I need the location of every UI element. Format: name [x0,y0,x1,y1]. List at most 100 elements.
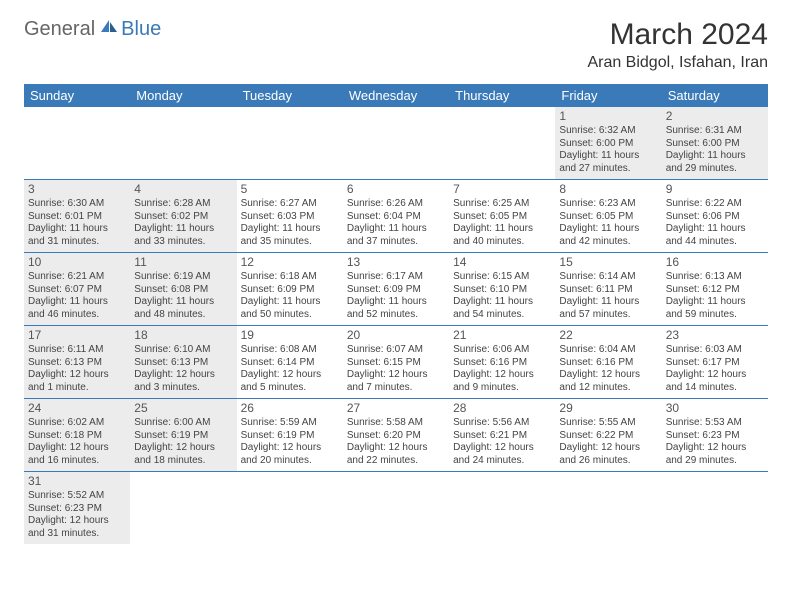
day-number: 23 [666,328,764,343]
sunset-text: Sunset: 6:15 PM [347,357,445,370]
day-number: 22 [559,328,657,343]
day-number: 14 [453,255,551,270]
sunrise-text: Sunrise: 6:18 AM [241,271,339,284]
sunrise-text: Sunrise: 6:11 AM [28,344,126,357]
calendar-row: 10Sunrise: 6:21 AMSunset: 6:07 PMDayligh… [24,253,768,326]
calendar-body: 1Sunrise: 6:32 AMSunset: 6:00 PMDaylight… [24,107,768,544]
logo-text-blue: Blue [121,18,161,41]
daylight-text: Daylight: 11 hours and 31 minutes. [28,223,126,248]
sunset-text: Sunset: 6:05 PM [453,211,551,224]
day-number: 10 [28,255,126,270]
calendar-cell: 16Sunrise: 6:13 AMSunset: 6:12 PMDayligh… [662,253,768,326]
daylight-text: Daylight: 11 hours and 29 minutes. [666,150,764,175]
day-number: 11 [134,255,232,270]
day-number: 12 [241,255,339,270]
sunrise-text: Sunrise: 6:10 AM [134,344,232,357]
calendar-cell: 5Sunrise: 6:27 AMSunset: 6:03 PMDaylight… [237,180,343,253]
sunset-text: Sunset: 6:10 PM [453,284,551,297]
sunset-text: Sunset: 6:16 PM [559,357,657,370]
daylight-text: Daylight: 11 hours and 33 minutes. [134,223,232,248]
calendar-cell: 31Sunrise: 5:52 AMSunset: 6:23 PMDayligh… [24,472,130,545]
sunset-text: Sunset: 6:00 PM [559,138,657,151]
calendar-cell: 17Sunrise: 6:11 AMSunset: 6:13 PMDayligh… [24,326,130,399]
sunrise-text: Sunrise: 6:08 AM [241,344,339,357]
calendar-cell: 20Sunrise: 6:07 AMSunset: 6:15 PMDayligh… [343,326,449,399]
daylight-text: Daylight: 12 hours and 14 minutes. [666,369,764,394]
calendar-cell: 19Sunrise: 6:08 AMSunset: 6:14 PMDayligh… [237,326,343,399]
calendar-cell: 2Sunrise: 6:31 AMSunset: 6:00 PMDaylight… [662,107,768,180]
daylight-text: Daylight: 11 hours and 44 minutes. [666,223,764,248]
daylight-text: Daylight: 12 hours and 18 minutes. [134,442,232,467]
day-number: 30 [666,401,764,416]
daylight-text: Daylight: 12 hours and 29 minutes. [666,442,764,467]
calendar-cell [449,107,555,180]
sunset-text: Sunset: 6:16 PM [453,357,551,370]
calendar-cell: 9Sunrise: 6:22 AMSunset: 6:06 PMDaylight… [662,180,768,253]
sunrise-text: Sunrise: 6:22 AM [666,198,764,211]
sunset-text: Sunset: 6:11 PM [559,284,657,297]
sunset-text: Sunset: 6:02 PM [134,211,232,224]
logo-text-general: General [24,18,95,41]
sunset-text: Sunset: 6:13 PM [28,357,126,370]
day-number: 19 [241,328,339,343]
calendar-row: 3Sunrise: 6:30 AMSunset: 6:01 PMDaylight… [24,180,768,253]
calendar-cell: 21Sunrise: 6:06 AMSunset: 6:16 PMDayligh… [449,326,555,399]
daylight-text: Daylight: 11 hours and 50 minutes. [241,296,339,321]
sunset-text: Sunset: 6:12 PM [666,284,764,297]
day-number: 18 [134,328,232,343]
day-number: 16 [666,255,764,270]
calendar-cell [237,107,343,180]
sunset-text: Sunset: 6:14 PM [241,357,339,370]
daylight-text: Daylight: 11 hours and 37 minutes. [347,223,445,248]
day-number: 7 [453,182,551,197]
calendar-table: SundayMondayTuesdayWednesdayThursdayFrid… [24,84,768,544]
sunrise-text: Sunrise: 6:31 AM [666,125,764,138]
daylight-text: Daylight: 11 hours and 52 minutes. [347,296,445,321]
calendar-cell [662,472,768,545]
calendar-cell: 7Sunrise: 6:25 AMSunset: 6:05 PMDaylight… [449,180,555,253]
calendar-cell [130,472,236,545]
sunrise-text: Sunrise: 6:03 AM [666,344,764,357]
daylight-text: Daylight: 12 hours and 20 minutes. [241,442,339,467]
day-number: 25 [134,401,232,416]
daylight-text: Daylight: 12 hours and 16 minutes. [28,442,126,467]
calendar-cell: 23Sunrise: 6:03 AMSunset: 6:17 PMDayligh… [662,326,768,399]
calendar-cell [24,107,130,180]
sunrise-text: Sunrise: 6:06 AM [453,344,551,357]
location-text: Aran Bidgol, Isfahan, Iran [587,54,768,72]
day-number: 26 [241,401,339,416]
calendar-cell: 28Sunrise: 5:56 AMSunset: 6:21 PMDayligh… [449,399,555,472]
weekday-header-row: SundayMondayTuesdayWednesdayThursdayFrid… [24,84,768,107]
daylight-text: Daylight: 12 hours and 12 minutes. [559,369,657,394]
sunrise-text: Sunrise: 6:30 AM [28,198,126,211]
day-number: 8 [559,182,657,197]
calendar-cell [343,472,449,545]
sunset-text: Sunset: 6:07 PM [28,284,126,297]
daylight-text: Daylight: 11 hours and 54 minutes. [453,296,551,321]
sunset-text: Sunset: 6:00 PM [666,138,764,151]
weekday-header: Tuesday [237,84,343,107]
sunset-text: Sunset: 6:06 PM [666,211,764,224]
sunrise-text: Sunrise: 6:13 AM [666,271,764,284]
day-number: 4 [134,182,232,197]
weekday-header: Monday [130,84,236,107]
calendar-cell: 12Sunrise: 6:18 AMSunset: 6:09 PMDayligh… [237,253,343,326]
sunrise-text: Sunrise: 6:04 AM [559,344,657,357]
day-number: 5 [241,182,339,197]
sunset-text: Sunset: 6:19 PM [241,430,339,443]
sunset-text: Sunset: 6:21 PM [453,430,551,443]
daylight-text: Daylight: 12 hours and 9 minutes. [453,369,551,394]
day-number: 13 [347,255,445,270]
calendar-cell: 18Sunrise: 6:10 AMSunset: 6:13 PMDayligh… [130,326,236,399]
calendar-cell [449,472,555,545]
calendar-cell: 22Sunrise: 6:04 AMSunset: 6:16 PMDayligh… [555,326,661,399]
daylight-text: Daylight: 11 hours and 57 minutes. [559,296,657,321]
calendar-cell: 25Sunrise: 6:00 AMSunset: 6:19 PMDayligh… [130,399,236,472]
calendar-cell: 6Sunrise: 6:26 AMSunset: 6:04 PMDaylight… [343,180,449,253]
sunrise-text: Sunrise: 6:32 AM [559,125,657,138]
sunrise-text: Sunrise: 5:52 AM [28,490,126,503]
sunrise-text: Sunrise: 5:59 AM [241,417,339,430]
daylight-text: Daylight: 12 hours and 1 minute. [28,369,126,394]
header: General Blue March 2024 Aran Bidgol, Isf… [24,18,768,72]
day-number: 20 [347,328,445,343]
